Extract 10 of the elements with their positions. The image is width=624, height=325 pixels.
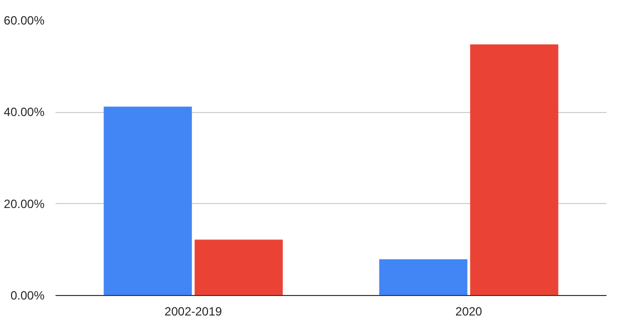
x-tick-label: 2002-2019	[164, 304, 222, 318]
y-tick-label: 60.00%	[4, 14, 45, 28]
y-tick-label: 20.00%	[4, 196, 45, 211]
x-tick-label: 2020	[455, 304, 482, 318]
y-tick-label: 0.00%	[10, 288, 45, 302]
bar	[194, 240, 283, 296]
bar	[470, 44, 558, 296]
y-tick-label: 40.00%	[4, 105, 45, 120]
bar	[379, 259, 468, 296]
bar	[104, 106, 192, 296]
